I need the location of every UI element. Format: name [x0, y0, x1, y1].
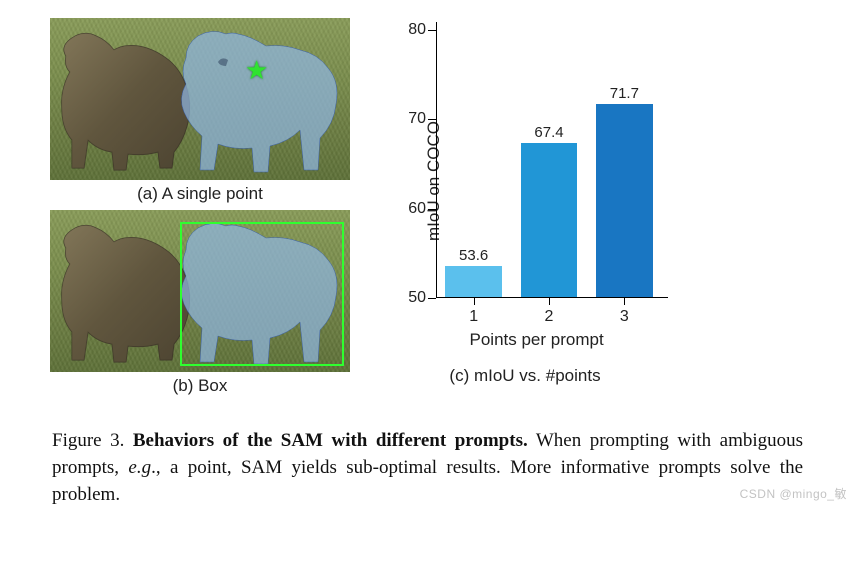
- bar-value-label: 53.6: [459, 247, 488, 264]
- caption-eg: e.g: [128, 457, 151, 478]
- panel-a-image: ★: [50, 18, 350, 180]
- y-axis-line: [436, 22, 437, 298]
- image-panels: ★ (a) A single point: [50, 18, 350, 396]
- box-prompt-rectangle: [180, 222, 344, 366]
- figure-number: Figure 3.: [52, 430, 124, 451]
- xtick: [549, 298, 550, 305]
- ytick-label: 60: [398, 200, 426, 218]
- xtick: [474, 298, 475, 305]
- panel-b-image: [50, 210, 350, 372]
- bar: [521, 143, 578, 297]
- point-prompt-star-icon: ★: [245, 56, 268, 86]
- ytick: [428, 30, 436, 31]
- dog-right-mask: [168, 26, 348, 176]
- ytick-label: 70: [398, 110, 426, 128]
- panel-c-caption: (c) mIoU vs. #points: [449, 366, 600, 386]
- bar-value-label: 71.7: [610, 85, 639, 102]
- bar: [445, 266, 502, 297]
- panel-a-caption: (a) A single point: [137, 184, 263, 204]
- ytick-label: 50: [398, 289, 426, 307]
- ytick-label: 80: [398, 21, 426, 39]
- panel-a: ★ (a) A single point: [50, 18, 350, 204]
- bar-value-label: 67.4: [534, 124, 563, 141]
- bar: [596, 104, 653, 297]
- xtick-label: 1: [469, 308, 478, 326]
- panel-b-caption: (b) Box: [173, 376, 228, 396]
- chart-plot-area: 50607080153.6267.4371.7: [436, 30, 662, 298]
- xtick-label: 2: [545, 308, 554, 326]
- caption-bold: Behaviors of the SAM with different prom…: [133, 430, 528, 451]
- ytick: [428, 119, 436, 120]
- chart-xlabel: Points per prompt: [470, 330, 604, 350]
- xtick-label: 3: [620, 308, 629, 326]
- xtick: [624, 298, 625, 305]
- figure-row: ★ (a) A single point: [50, 18, 805, 396]
- figure-caption: Figure 3. Behaviors of the SAM with diff…: [50, 428, 805, 509]
- chart-panel: mIoU on COCO Points per prompt 506070801…: [380, 16, 670, 386]
- caption-text-2: ., a point, SAM yields sub-optimal resul…: [52, 457, 803, 505]
- ytick: [428, 209, 436, 210]
- panel-b: (b) Box: [50, 210, 350, 396]
- watermark-text: CSDN @mingo_敏: [740, 485, 847, 502]
- miou-bar-chart: mIoU on COCO Points per prompt 506070801…: [380, 16, 670, 346]
- x-axis-line: [436, 297, 668, 298]
- ytick: [428, 298, 436, 299]
